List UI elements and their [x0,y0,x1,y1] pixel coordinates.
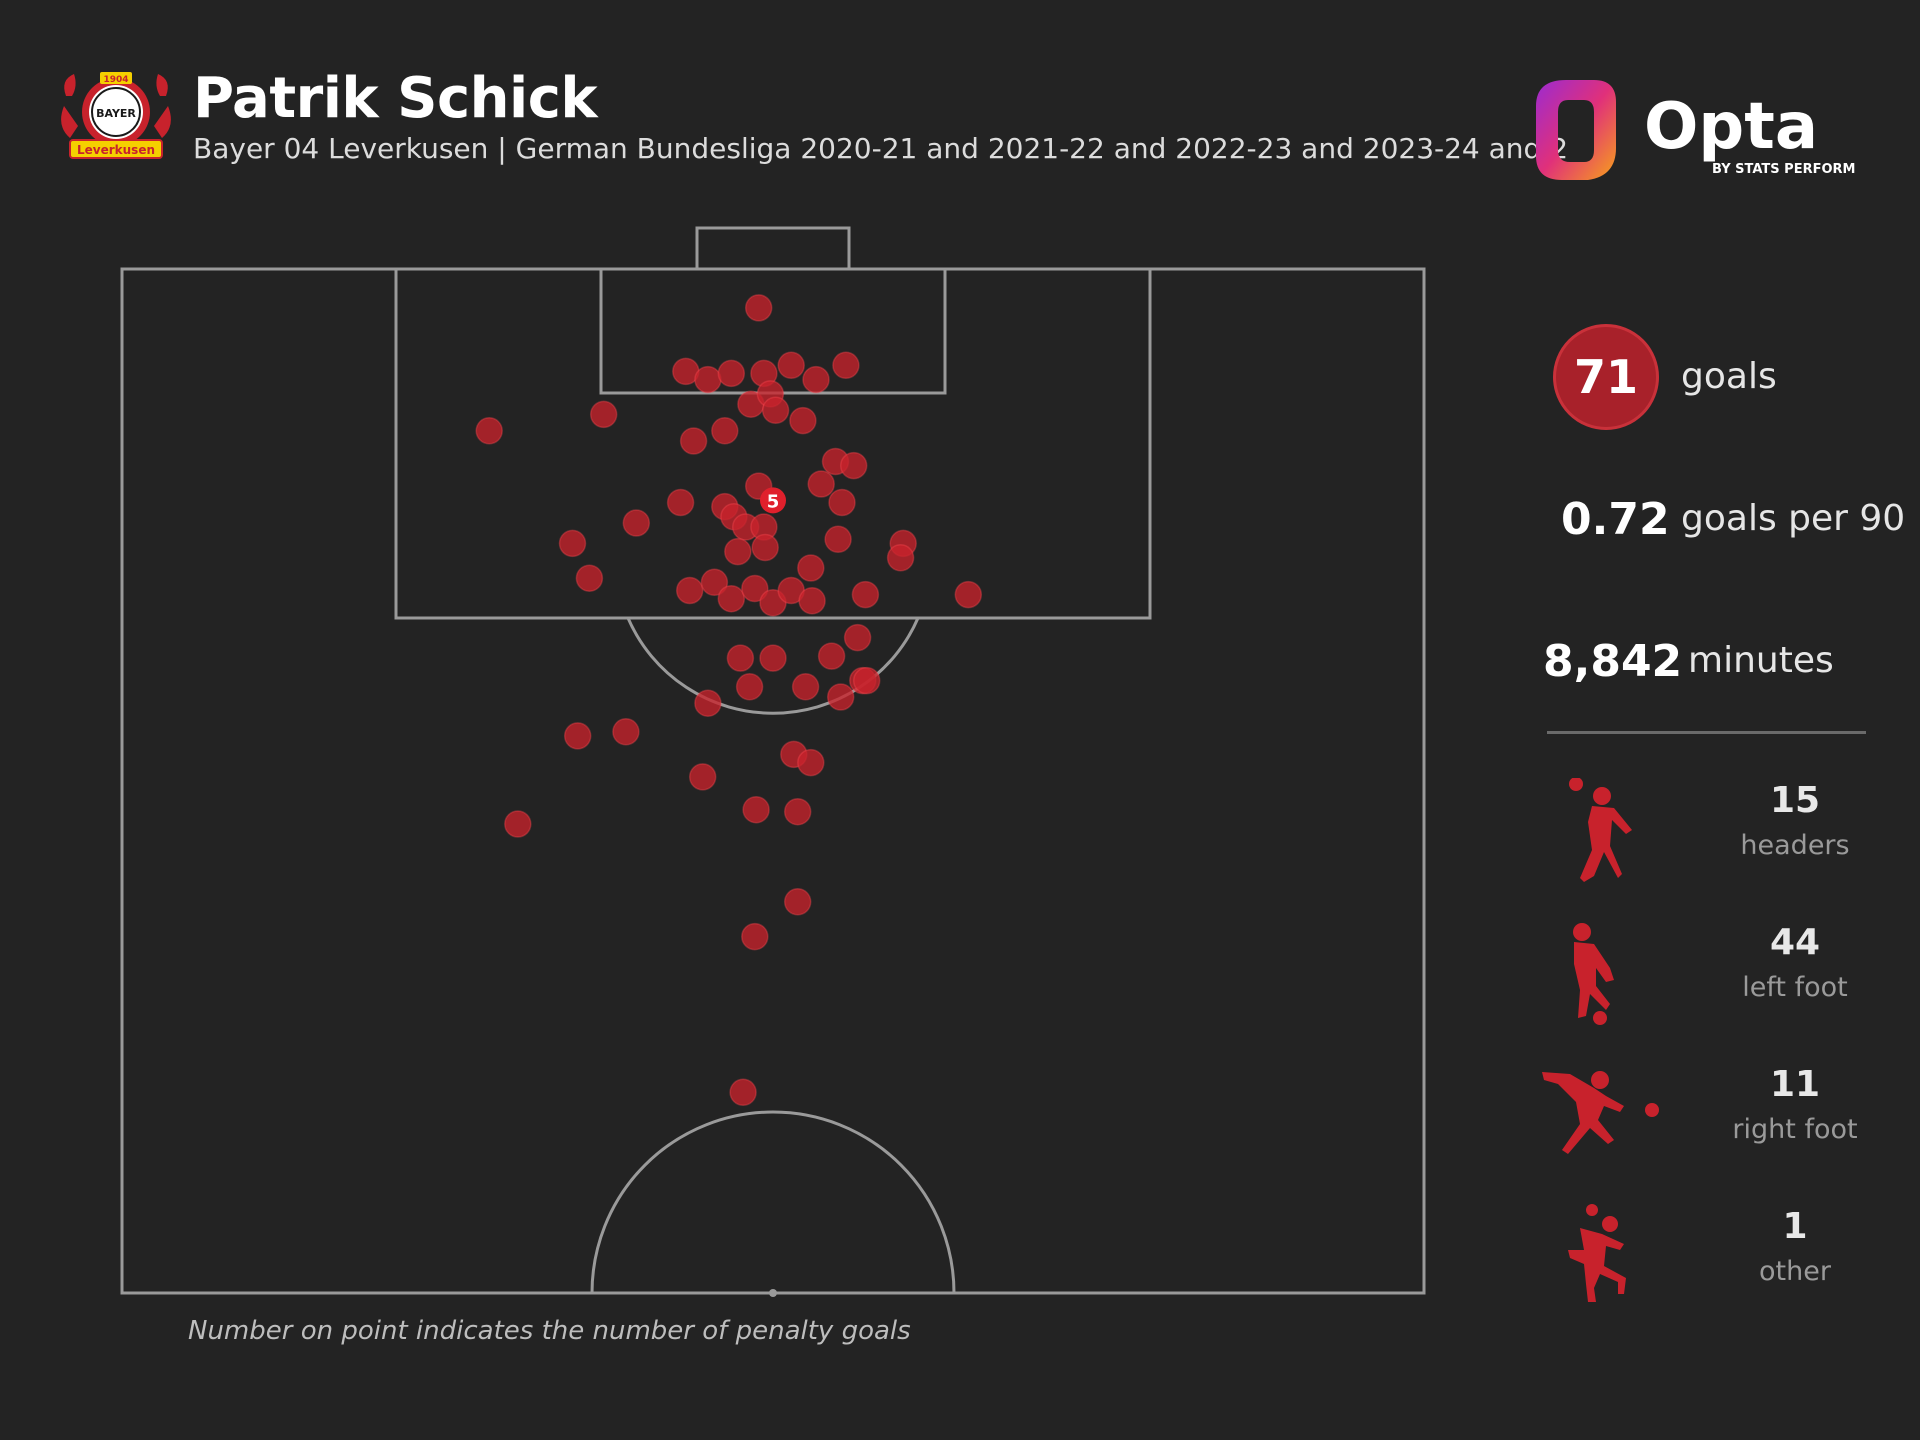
goal-point [759,589,787,617]
goal-point [622,509,651,537]
goal-point [817,642,846,670]
player-name: Patrik Schick [193,66,598,131]
goal-type-headers: 15 headers [1540,778,1870,898]
goal-point [807,470,835,498]
goals-per-90-label: goals per 90 [1681,498,1906,539]
goal-point [826,683,855,711]
opta-logo-icon: Opta BY STATS PERFORM [1536,80,1855,180]
shot-points [475,294,983,1107]
goals-badge: 71 [1553,324,1659,430]
stats-divider [1547,731,1866,734]
other-value: 1 [1782,1206,1808,1247]
headers-label: headers [1740,830,1850,861]
right-foot-value: 11 [1769,1064,1821,1105]
minutes-value: 8,842 [1543,636,1683,687]
goal-point [717,584,746,613]
goals-per-90-value: 0.72 [1561,494,1670,545]
goal-point [563,722,592,750]
right-foot-label: right foot [1732,1114,1858,1145]
goal-point [612,718,640,746]
minutes-label: minutes [1688,640,1834,681]
goal-point [741,574,769,603]
goal-point [741,922,769,951]
goal-point [759,644,787,672]
headers-value: 15 [1769,780,1821,821]
svg-text:Leverkusen: Leverkusen [77,143,155,157]
goal-point [742,795,770,824]
goal-type-other: 1 other [1540,1204,1870,1324]
header-silhouette-icon [1569,778,1632,882]
goal-point [783,797,812,826]
goal-point [777,351,805,380]
svg-text:BAYER: BAYER [96,107,136,120]
goal-point [729,1078,757,1107]
goal-point [832,351,860,380]
svg-text:Opta: Opta [1644,90,1818,164]
goal-point [694,365,722,394]
goal-point [798,587,826,615]
goal-point [717,359,746,388]
goal [695,226,851,271]
centre-spot [769,1289,777,1297]
goal-point [852,666,881,695]
other-label: other [1759,1256,1831,1287]
goal-point [679,427,708,455]
goal-point [851,580,880,609]
goal-point [828,488,856,517]
penalty-arc [626,617,920,715]
svg-text:BY STATS PERFORM: BY STATS PERFORM [1712,162,1855,177]
goal-point [700,568,729,597]
goal-point [724,537,752,566]
goal-point [797,554,825,582]
left-foot-silhouette-icon [1573,923,1614,1025]
goal-point [886,544,915,572]
goal-point [504,810,532,838]
goal-point [839,451,868,480]
goal-point [475,417,503,445]
goal-point [761,396,790,425]
goal-point [843,623,872,652]
goal-point [726,644,755,672]
penalty-marker: 5 [760,487,786,514]
penalty-area [394,267,1152,620]
goal-point [675,576,704,605]
goal-point [694,689,722,717]
goal-type-left-foot: 44 left foot [1540,920,1870,1040]
goal-point [791,673,820,701]
other-silhouette-icon [1568,1204,1626,1302]
penalty-point [760,487,786,514]
goal-point [744,294,773,322]
goal-point [789,406,817,435]
subtitle: Bayer 04 Leverkusen | German Bundesliga … [193,132,1569,165]
goal-point [735,673,764,701]
goal-point [711,417,739,445]
left-foot-value: 44 [1769,922,1821,963]
goal-point [824,525,852,554]
right-foot-silhouette-icon [1542,1071,1659,1154]
goal-point [688,763,717,791]
svg-text:1904: 1904 [103,75,128,85]
penalty-count-label: 5 [767,491,780,512]
goal-point [751,533,779,562]
left-foot-label: left foot [1742,972,1848,1003]
goal-point [589,400,618,429]
goal-point [558,529,587,558]
bayer-leverkusen-crest-icon: BAYER 1904 Leverkusen [61,72,171,159]
goal-point [666,488,695,517]
footnote: Number on point indicates the number of … [188,1316,911,1346]
goal-point [797,748,825,777]
goal-point [783,888,812,916]
goal-point [575,564,604,592]
goal-type-right-foot: 11 right foot [1540,1062,1870,1182]
goals-label: goals [1681,356,1777,397]
goal-point [802,365,830,394]
goal-point [954,580,983,609]
centre-circle [590,1110,956,1294]
